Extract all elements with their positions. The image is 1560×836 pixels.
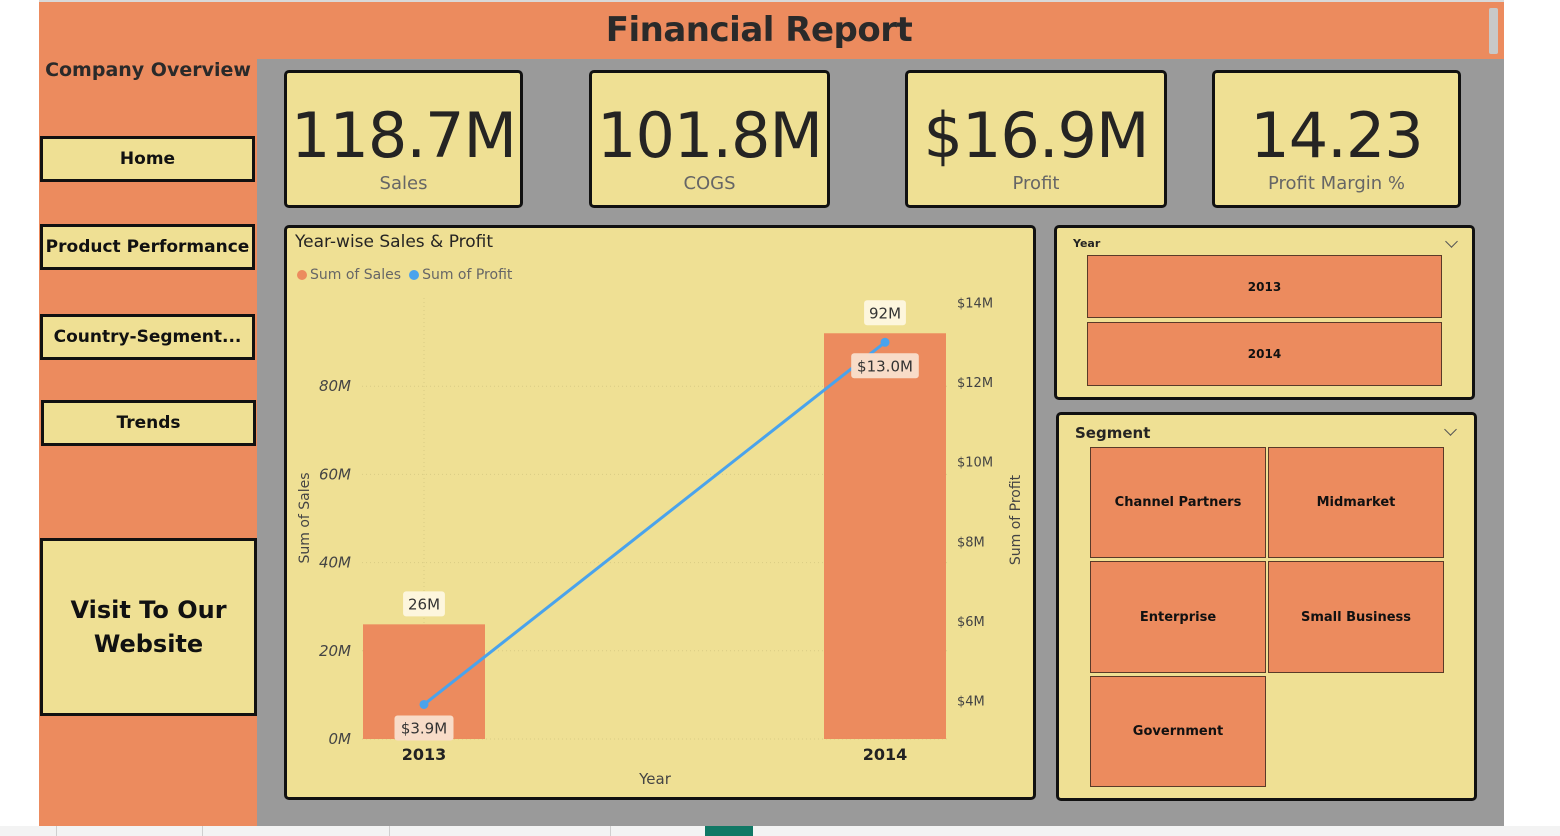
y-axis-title-left: Sum of Sales	[297, 472, 313, 563]
kpi-value: 14.23	[1250, 99, 1424, 172]
legend-label-profit: Sum of Profit	[422, 267, 513, 283]
segment-option-small-business[interactable]: Small Business	[1268, 561, 1444, 673]
kpi-label: Profit Margin %	[1268, 173, 1405, 194]
taskbar	[0, 826, 1560, 836]
y-tick-label-right: $10M	[957, 456, 993, 471]
kpi-label: COGS	[683, 173, 736, 194]
chart-title: Year-wise Sales & Profit	[295, 232, 494, 252]
data-label-sales: 92M	[869, 304, 901, 322]
y-tick-label-left: 20M	[319, 642, 351, 660]
segment-option-government[interactable]: Government	[1090, 676, 1266, 787]
data-label-sales: 26M	[408, 595, 440, 613]
x-tick-label: 2013	[402, 745, 447, 764]
kpi-card-profit: $16.9M Profit	[905, 70, 1167, 208]
data-label-profit: $13.0M	[857, 357, 913, 375]
legend-dot-profit	[409, 270, 420, 280]
y-axis-title-right: Sum of Profit	[1008, 474, 1024, 565]
data-label-profit-bg	[394, 715, 454, 741]
y-tick-label-left: 0M	[329, 730, 352, 748]
taskbar-divider	[610, 826, 611, 836]
scrollbar-thumb[interactable]	[1489, 8, 1498, 54]
y-tick-label-right: $6M	[957, 615, 985, 630]
y-tick-label-left: 80M	[319, 377, 351, 395]
chart-legend: Sum of Sales Sum of Profit	[297, 267, 512, 283]
nav-home-button[interactable]: Home	[40, 136, 255, 182]
kpi-value: 101.8M	[597, 99, 823, 172]
legend-label-sales: Sum of Sales	[310, 267, 402, 283]
nav-trends-button[interactable]: Trends	[41, 400, 256, 446]
taskbar-divider	[56, 826, 57, 836]
x-axis-title: Year	[638, 770, 672, 788]
chevron-down-icon[interactable]	[1445, 235, 1458, 248]
taskbar-divider	[202, 826, 203, 836]
y-tick-label-right: $14M	[957, 297, 993, 312]
nav-country-segment-button[interactable]: Country-Segment...	[40, 314, 255, 360]
data-label-sales-bg	[864, 300, 906, 326]
segment-slicer-title: Segment	[1075, 424, 1151, 442]
sales-profit-chart-card[interactable]: 0M 20M 40M 60M 80M $4M $6M $8M $10M $12M $14M Sum o…	[284, 225, 1036, 800]
kpi-value: 118.7M	[291, 99, 517, 172]
profit-point-2014	[880, 337, 890, 347]
kpi-card-cogs: 101.8M COGS	[589, 70, 830, 208]
nav-product-performance-button[interactable]: Product Performance	[40, 224, 255, 270]
kpi-label: Profit	[1012, 173, 1060, 194]
x-tick-label: 2014	[863, 745, 908, 764]
chevron-down-icon[interactable]	[1444, 423, 1457, 436]
segment-slicer: Segment Channel Partners Midmarket Enter…	[1056, 412, 1477, 801]
title-bar: Financial Report	[39, 0, 1504, 59]
profit-line	[423, 341, 886, 706]
data-label-profit-bg	[851, 353, 919, 379]
kpi-label: Sales	[379, 173, 428, 194]
year-option-2014[interactable]: 2014	[1087, 322, 1442, 386]
sidebar: Company Overview Home Product Performanc…	[39, 59, 257, 826]
legend-dot-sales	[297, 270, 307, 280]
segment-option-midmarket[interactable]: Midmarket	[1268, 447, 1444, 558]
bar-sales-2014	[824, 333, 946, 739]
year-slicer-title: Year	[1073, 237, 1101, 250]
y-tick-label-left: 40M	[319, 554, 351, 572]
report-title: Financial Report	[605, 10, 913, 50]
sidebar-title: Company Overview	[45, 59, 251, 81]
combo-chart: 0M 20M 40M 60M 80M $4M $6M $8M $10M $12M $14M Sum o…	[297, 297, 1024, 789]
report-canvas: Financial Report Company Overview Home P…	[39, 0, 1504, 826]
year-option-2013[interactable]: 2013	[1087, 255, 1442, 318]
data-label-sales-bg	[403, 591, 445, 617]
taskbar-divider	[389, 826, 390, 836]
kpi-card-sales: 118.7M Sales	[284, 70, 523, 208]
y-tick-label-right: $8M	[957, 535, 985, 550]
kpi-value: $16.9M	[923, 99, 1150, 172]
profit-point-2013	[419, 699, 429, 709]
y-tick-label-left: 60M	[319, 465, 351, 483]
legend-item-sales[interactable]: Sum of Sales	[297, 267, 401, 283]
year-slicer: Year 2013 2014	[1054, 225, 1475, 400]
legend-item-profit[interactable]: Sum of Profit	[409, 267, 512, 283]
segment-option-channel-partners[interactable]: Channel Partners	[1090, 447, 1266, 558]
y-tick-label-right: $4M	[957, 695, 985, 710]
taskbar-active-tab[interactable]	[705, 826, 753, 836]
segment-option-enterprise[interactable]: Enterprise	[1090, 561, 1266, 673]
kpi-card-profit-margin: 14.23 Profit Margin %	[1212, 70, 1461, 208]
y-tick-label-right: $12M	[957, 376, 993, 391]
data-label-profit: $3.9M	[401, 719, 447, 737]
visit-website-button[interactable]: Visit To Our Website	[40, 538, 257, 716]
